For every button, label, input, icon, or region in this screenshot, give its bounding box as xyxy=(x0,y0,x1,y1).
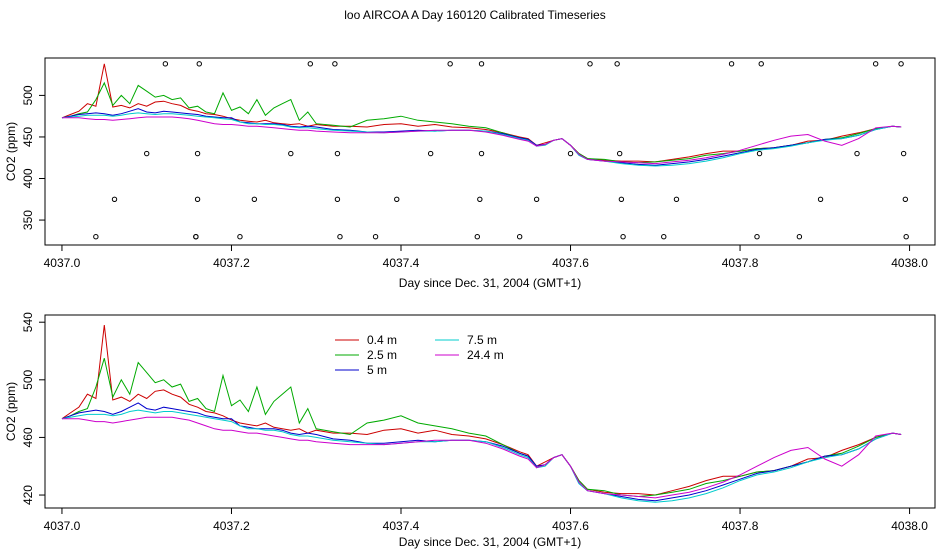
series-line-0-4-m xyxy=(61,63,902,163)
y-axis-label: CO2 (ppm) xyxy=(4,382,18,441)
x-tick-label: 4037.0 xyxy=(44,519,81,533)
marker-point xyxy=(334,150,341,157)
x-tick-label: 4037.6 xyxy=(552,519,589,533)
legend-label: 5 m xyxy=(367,363,387,377)
y-tick-label: 500 xyxy=(21,85,35,105)
y-tick-label: 540 xyxy=(21,312,35,332)
marker-point xyxy=(872,61,879,67)
marker-point xyxy=(902,196,909,202)
marker-point xyxy=(162,61,169,67)
marker-point xyxy=(93,233,99,240)
marker-point xyxy=(620,233,626,240)
marker-point xyxy=(427,150,434,157)
x-tick-label: 4037.6 xyxy=(552,256,589,270)
x-tick-label: 4037.8 xyxy=(722,256,759,270)
marker-point xyxy=(758,61,764,67)
series-line-2-5-m xyxy=(61,358,902,498)
marker-point xyxy=(372,233,379,240)
x-tick-label: 4038.0 xyxy=(891,519,928,533)
x-tick-label: 4037.4 xyxy=(383,519,420,533)
y-tick-label: 500 xyxy=(21,369,35,389)
marker-point xyxy=(756,150,763,157)
x-tick-label: 4037.2 xyxy=(213,519,250,533)
x-tick-label: 4037.0 xyxy=(44,256,81,270)
marker-point xyxy=(447,61,453,67)
marker-point xyxy=(337,233,343,240)
y-tick-label: 450 xyxy=(21,127,35,147)
x-axis-label: Day since Dec. 31, 2004 (GMT+1) xyxy=(399,276,581,290)
marker-point xyxy=(477,196,483,202)
marker-point xyxy=(817,196,824,202)
series-line-5-m xyxy=(61,402,902,502)
plot-frame-2 xyxy=(44,314,936,509)
series-line-7-5-m xyxy=(61,112,902,167)
x-tick-label: 4037.2 xyxy=(213,256,250,270)
series-line-7-5-m xyxy=(61,409,902,503)
series-line-24-4-m xyxy=(62,116,902,165)
marker-point xyxy=(673,196,680,202)
marker-point xyxy=(394,196,400,202)
series-line-24-4-m xyxy=(62,416,902,499)
y-axis-label: CO2 (ppm) xyxy=(4,122,18,181)
marker-point xyxy=(903,233,909,240)
series-line-5-m xyxy=(61,108,902,166)
y-tick-label: 400 xyxy=(21,168,35,188)
marker-point xyxy=(587,61,593,67)
marker-point xyxy=(288,150,294,157)
marker-point xyxy=(567,150,574,157)
marker-point xyxy=(533,196,540,202)
marker-point xyxy=(900,150,907,157)
x-axis-label: Day since Dec. 31, 2004 (GMT+1) xyxy=(399,535,581,549)
x-tick-label: 4037.4 xyxy=(383,256,420,270)
legend-label: 24.4 m xyxy=(467,348,504,362)
marker-point xyxy=(307,61,314,67)
series-line-0-4-m xyxy=(61,325,902,496)
marker-point xyxy=(194,150,201,157)
marker-point xyxy=(193,233,199,240)
marker-point xyxy=(478,61,485,67)
marker-point xyxy=(898,61,904,67)
series-line-2-5-m xyxy=(61,81,902,164)
legend-label: 2.5 m xyxy=(367,348,397,362)
page-title: loo AIRCOA A Day 160120 Calibrated Times… xyxy=(344,8,606,22)
marker-point xyxy=(728,61,735,67)
marker-point xyxy=(144,150,150,157)
x-tick-label: 4037.8 xyxy=(722,519,759,533)
marker-point xyxy=(474,233,480,240)
y-tick-label: 350 xyxy=(21,210,35,230)
marker-point xyxy=(616,150,623,157)
marker-point xyxy=(237,233,243,240)
marker-point xyxy=(614,61,620,67)
legend-label: 0.4 m xyxy=(367,333,397,347)
marker-point xyxy=(478,150,485,157)
plot-frame-1 xyxy=(44,57,936,246)
marker-point xyxy=(111,196,118,202)
marker-point xyxy=(196,61,202,67)
marker-point xyxy=(618,196,625,202)
marker-point xyxy=(754,233,760,240)
marker-point xyxy=(251,196,258,202)
y-tick-label: 420 xyxy=(21,485,35,505)
marker-point xyxy=(661,233,667,240)
marker-point xyxy=(516,233,523,240)
legend-label: 7.5 m xyxy=(467,333,497,347)
marker-point xyxy=(854,150,860,157)
marker-point xyxy=(334,196,341,202)
x-tick-label: 4038.0 xyxy=(891,256,928,270)
marker-point xyxy=(332,61,338,67)
marker-point xyxy=(796,233,803,240)
y-tick-label: 460 xyxy=(21,427,35,447)
marker-point xyxy=(194,196,201,202)
